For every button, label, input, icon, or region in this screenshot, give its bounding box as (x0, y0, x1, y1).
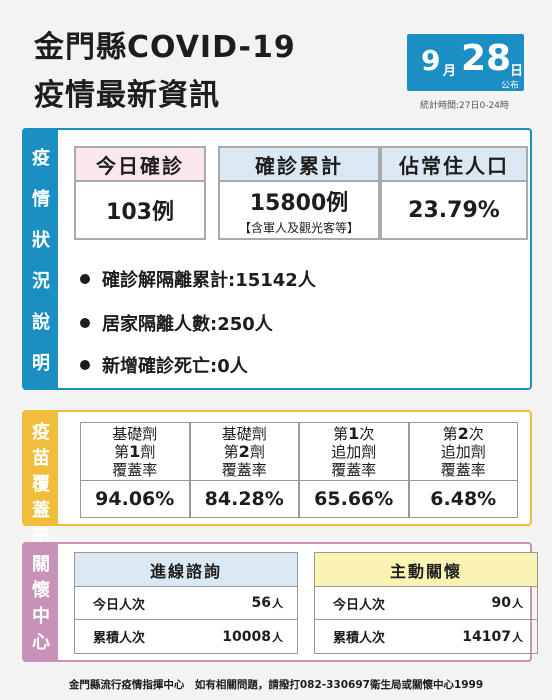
bullet-recovered: 確診解隔離累計:15142人 (80, 266, 316, 292)
side-char: 說 (32, 311, 50, 333)
vaccine-section: 疫 苗 覆 蓋 率 基礎劑 第1劑 覆蓋率 94.06% 基礎劑 第2劑 覆蓋率… (22, 410, 532, 547)
stat-time: 統計時間:27日0-24時 (420, 101, 509, 111)
date-published: 公布 (501, 81, 520, 91)
bullet-text: 新增確診死亡:0人 (102, 356, 248, 377)
bullet-dot-icon (80, 360, 90, 370)
date-month: 9 (421, 44, 441, 77)
side-char: 心 (32, 632, 50, 653)
vaccine-head-line: 追加劑 (440, 442, 486, 461)
side-char: 情 (32, 188, 50, 210)
bullet-dot-icon (80, 274, 90, 284)
side-char: 疫 (32, 147, 50, 169)
population-ratio-card: 23.79% (380, 182, 528, 240)
date-day-unit: 日 (510, 64, 524, 79)
total-cases-note: 【含軍人及觀光客等】 (238, 220, 359, 235)
vaccine-col-dose2: 基礎劑 第2劑 覆蓋率 84.28% (189, 422, 299, 518)
side-char: 苗 (32, 448, 50, 469)
vaccine-head-line: 第2次 (442, 423, 484, 443)
footer-note: 金門縣流行疫情指揮中心 如有相關問題，請撥打082-330697衛生局或關懷中心… (68, 679, 484, 691)
row-label: 累積人次 (333, 631, 386, 646)
bullet-deaths: 新增確診死亡:0人 (80, 352, 248, 378)
epidemic-section: 疫 情 狀 況 說 明 今日確診 103例 確診累計 15800例 【含軍人及觀… (22, 128, 532, 390)
row-label: 今日人次 (333, 597, 386, 613)
vaccine-side-label: 疫 苗 覆 蓋 率 (24, 412, 58, 547)
today-cases-label: 今日確診 (74, 146, 206, 182)
epidemic-side-label: 疫 情 狀 況 說 明 (24, 130, 58, 388)
table-row: 今日人次 56人 (75, 587, 297, 620)
total-cases-label: 確診累計 (218, 146, 380, 182)
active-care-table-title: 主動關懷 (315, 553, 537, 587)
side-char: 關 (32, 554, 50, 575)
table-row: 累積人次 14107人 (315, 620, 537, 653)
vaccine-value: 84.28% (204, 488, 284, 510)
today-cases-card: 103例 (74, 182, 206, 240)
vaccine-col-dose1: 基礎劑 第1劑 覆蓋率 94.06% (80, 422, 190, 518)
vaccine-head-line: 第1次 (333, 423, 375, 443)
side-char: 明 (32, 352, 50, 374)
vaccine-head-line: 基礎劑 (221, 424, 267, 443)
vaccine-col-booster1: 第1次 追加劑 覆蓋率 65.66% (299, 422, 409, 518)
side-char: 懷 (32, 580, 50, 601)
total-cases-value: 15800例 (249, 190, 349, 216)
row-value: 90人 (491, 595, 523, 611)
bullet-text: 確診解隔離累計:15142人 (102, 270, 316, 291)
care-center-section: 關 懷 中 心 進線諮詢 今日人次 56人 累積人次 10008人 主動關懷 今… (22, 542, 538, 662)
vaccine-head-line: 覆蓋率 (112, 460, 158, 479)
vaccine-col-header: 基礎劑 第1劑 覆蓋率 (81, 423, 189, 481)
table-row: 今日人次 90人 (315, 587, 537, 620)
bullet-home-isolation: 居家隔離人數:250人 (80, 310, 273, 336)
date-month-unit: 月 (443, 64, 457, 79)
row-value: 14107人 (462, 628, 523, 645)
side-char: 況 (32, 270, 50, 292)
vaccine-head-line: 第1劑 (114, 441, 156, 461)
page-title-line2: 疫情最新資訊 (34, 78, 220, 113)
population-ratio-label: 佔常住人口 (380, 146, 528, 182)
vaccine-head-line: 覆蓋率 (221, 460, 267, 479)
vaccine-col-header: 基礎劑 第2劑 覆蓋率 (190, 423, 298, 481)
row-label: 累積人次 (93, 631, 146, 646)
side-char: 率 (32, 526, 50, 547)
side-char: 狀 (32, 229, 50, 251)
vaccine-table: 基礎劑 第1劑 覆蓋率 94.06% 基礎劑 第2劑 覆蓋率 84.28% 第1… (80, 422, 518, 518)
page-title-line1: 金門縣COVID-19 (34, 30, 296, 65)
total-cases-card: 15800例 【含軍人及觀光客等】 (218, 182, 380, 240)
side-char: 覆 (32, 474, 50, 495)
date-badge: 9 月 28 日 公布 (407, 34, 524, 91)
table-row: 累積人次 10008人 (75, 620, 297, 653)
row-value: 56人 (251, 595, 283, 611)
active-care-table: 主動關懷 今日人次 90人 累積人次 14107人 (314, 552, 538, 654)
vaccine-value: 94.06% (95, 488, 175, 510)
vaccine-value: 65.66% (314, 488, 394, 510)
population-ratio-value: 23.79% (408, 197, 500, 223)
inquiry-table: 進線諮詢 今日人次 56人 累積人次 10008人 (74, 552, 298, 654)
bullet-text: 居家隔離人數:250人 (102, 314, 273, 335)
row-value: 10008人 (222, 628, 283, 645)
vaccine-col-header: 第2次 追加劑 覆蓋率 (409, 423, 517, 481)
side-char: 中 (32, 606, 50, 627)
vaccine-head-line: 覆蓋率 (331, 460, 377, 479)
vaccine-head-line: 第2劑 (223, 441, 265, 461)
care-side-label: 關 懷 中 心 (24, 544, 58, 660)
vaccine-head-line: 追加劑 (331, 442, 377, 461)
inquiry-table-title: 進線諮詢 (75, 553, 297, 587)
vaccine-value: 6.48% (430, 488, 497, 510)
vaccine-col-booster2: 第2次 追加劑 覆蓋率 6.48% (408, 422, 518, 518)
vaccine-head-line: 覆蓋率 (440, 460, 486, 479)
vaccine-head-line: 基礎劑 (112, 424, 158, 443)
bullet-dot-icon (80, 318, 90, 328)
today-cases-value: 103例 (106, 200, 174, 225)
side-char: 蓋 (32, 500, 50, 521)
vaccine-col-header: 第1次 追加劑 覆蓋率 (300, 423, 408, 481)
row-label: 今日人次 (93, 597, 146, 613)
side-char: 疫 (32, 422, 50, 443)
date-day: 28 (461, 38, 512, 79)
